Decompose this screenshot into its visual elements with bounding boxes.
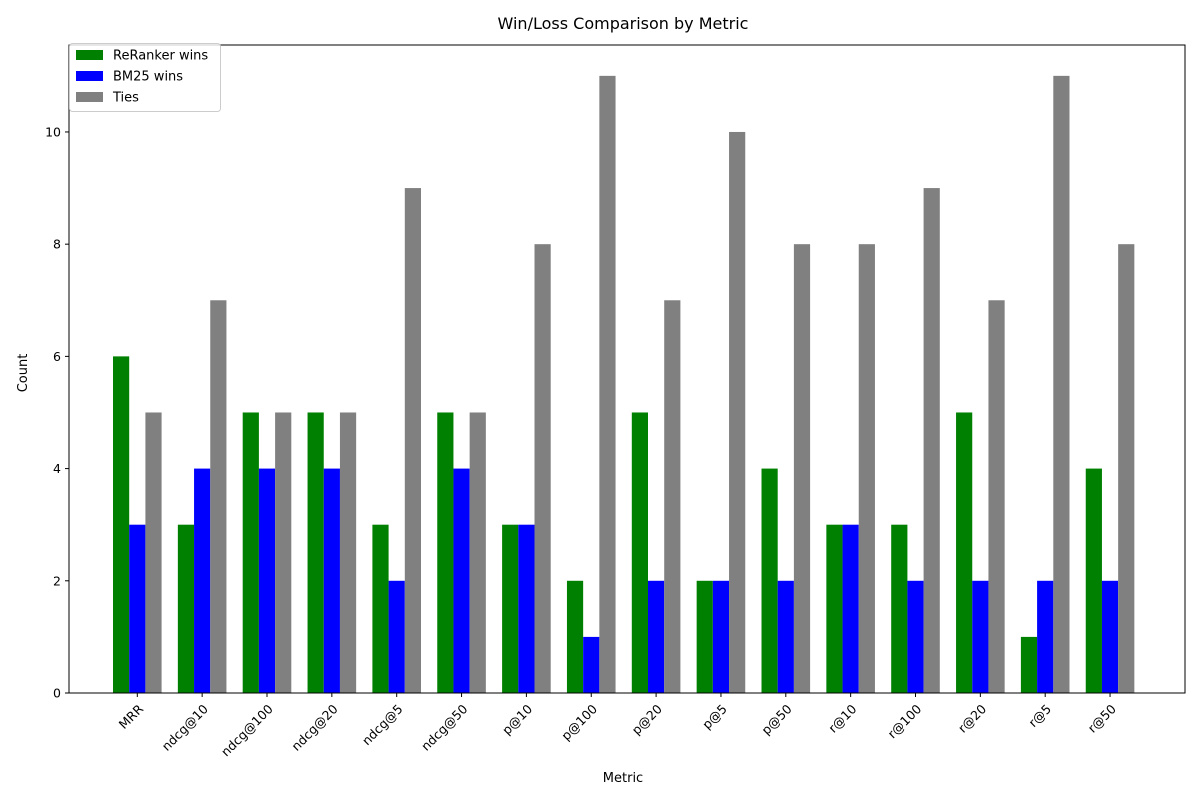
bar-ties-r-20 [988,300,1005,693]
bar-reranker-wins-ndcg-100 [242,412,259,693]
bar-bm25-wins-r-5 [1037,580,1054,693]
y-tick-label: 8 [53,237,61,252]
bar-bm25-wins-ndcg-20 [323,468,340,693]
bar-reranker-wins-mrr [113,356,130,693]
bar-ties-p-50 [793,244,811,694]
bar-ties-p-100 [599,75,616,694]
bar-ties-r-50 [1118,244,1135,694]
bar-ties-r-5 [1053,75,1070,694]
legend-label: BM25 wins [113,70,183,85]
bar-ties-ndcg-20 [339,412,357,693]
bar-bm25-wins-r-20 [972,580,989,693]
legend-box [69,43,221,112]
bar-ties-r-10 [858,244,875,694]
y-tick-label: 10 [45,124,61,139]
bar-bm25-wins-p-100 [583,636,600,693]
legend-swatch [76,71,103,81]
bar-reranker-wins-r-100 [891,524,908,693]
bar-bm25-wins-p-20 [648,580,665,693]
legend: ReRanker wins BM25 wins Ties [69,43,221,112]
bar-bm25-wins-r-10 [842,524,859,693]
bar-ties-p-20 [664,300,681,693]
y-tick-label: 4 [53,461,61,476]
bars-layer [113,75,1135,694]
bar-bm25-wins-ndcg-10 [194,468,211,693]
legend-swatch [76,92,103,102]
bar-bm25-wins-p-50 [777,580,794,693]
bar-ties-ndcg-100 [275,412,292,693]
bar-bm25-wins-mrr [129,524,146,693]
x-axis-label: Metric [603,771,643,786]
bar-reranker-wins-ndcg-20 [307,412,324,693]
bar-reranker-wins-ndcg-5 [372,524,389,693]
bar-bm25-wins-p-10 [518,524,535,693]
bar-reranker-wins-p-50 [761,468,778,693]
plot-frame [68,44,1186,694]
bar-bm25-wins-ndcg-5 [388,580,405,693]
bar-reranker-wins-r-50 [1085,468,1102,693]
y-tick-label: 6 [53,349,61,364]
bar-bm25-wins-ndcg-50 [453,468,470,693]
bar-bm25-wins-p-5 [712,580,730,693]
bar-reranker-wins-p-5 [696,580,713,693]
y-tick-label: 0 [53,686,61,701]
bar-reranker-wins-p-10 [502,524,519,693]
bar-ties-ndcg-10 [210,300,227,693]
y-tick-label: 2 [53,573,61,588]
bar-bm25-wins-r-50 [1101,580,1119,693]
bar-ties-mrr [145,412,162,693]
bar-bm25-wins-ndcg-100 [258,468,276,693]
legend-label: ReRanker wins [113,49,208,64]
bar-reranker-wins-p-20 [631,412,648,693]
bar-ties-r-100 [923,188,940,693]
bar-reranker-wins-r-10 [826,524,843,693]
y-axis-label: Count [16,354,31,393]
bar-ties-p-10 [534,244,551,694]
bar-reranker-wins-r-20 [956,412,973,693]
bar-reranker-wins-r-5 [1020,636,1038,693]
bar-ties-ndcg-50 [469,412,486,693]
bar-reranker-wins-ndcg-50 [437,412,454,693]
bar-ties-ndcg-5 [404,188,421,693]
bar-reranker-wins-ndcg-10 [177,524,195,693]
bar-reranker-wins-p-100 [566,580,584,693]
legend-label: Ties [112,91,139,106]
legend-swatch [76,50,103,60]
bar-bm25-wins-r-100 [907,580,924,693]
bar-ties-p-5 [729,131,746,693]
chart-title: Win/Loss Comparison by Metric [498,14,749,33]
